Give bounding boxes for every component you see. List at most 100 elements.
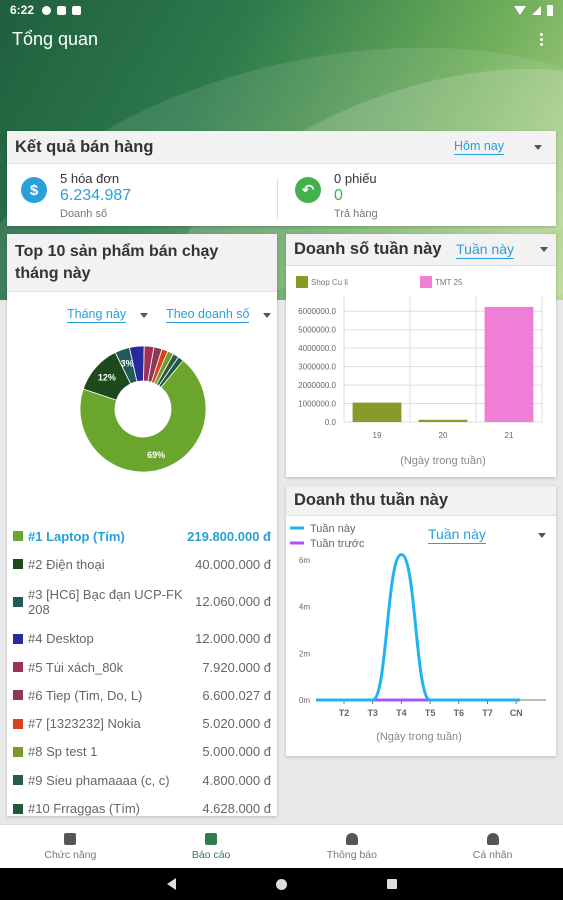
product-revenue: 12.000.000 đ bbox=[195, 631, 271, 647]
home-icon bbox=[64, 832, 77, 845]
top10-list-item[interactable]: #3 [HC6] Bạc đạn UCP-FK 208 12.060.000 đ bbox=[7, 579, 277, 625]
wifi-icon bbox=[514, 5, 526, 15]
nav-label: Báo cáo bbox=[191, 848, 231, 861]
chevron-down-icon bbox=[534, 144, 542, 150]
product-name: #2 Điện thoại bbox=[28, 556, 105, 572]
product-revenue: 5.020.000 đ bbox=[202, 716, 271, 732]
top10-list-item[interactable]: #2 Điện thoại 40.000.000 đ bbox=[7, 550, 277, 578]
top10-list-item[interactable]: #8 Sp test 1 5.000.000 đ bbox=[7, 738, 277, 766]
system-navigation-bar bbox=[0, 868, 563, 900]
top10-list-item[interactable]: #7 [1323232] Nokia 5.020.000 đ bbox=[7, 709, 277, 737]
back-icon[interactable] bbox=[166, 878, 176, 890]
weekly-revenue-period-value: Tuần này bbox=[428, 526, 486, 544]
legend-swatch bbox=[13, 775, 23, 786]
nav-person[interactable]: Cá nhân bbox=[422, 825, 563, 868]
legend-swatch bbox=[420, 276, 432, 288]
y-tick-label: 3000000.0 bbox=[298, 363, 336, 372]
chevron-down-icon bbox=[263, 312, 272, 318]
invoice-stat[interactable]: $ 5 hóa đơn 6.234.987 Doanh số bbox=[21, 171, 131, 220]
top10-metric-dropdown[interactable]: Theo doanh số bbox=[166, 307, 272, 323]
x-tick-label: 20 bbox=[439, 431, 448, 440]
sales-card-title: Kết quả bán hàng bbox=[15, 137, 154, 156]
product-name: #5 Túi xách_80k bbox=[28, 659, 124, 675]
nav-bell[interactable]: Thông báo bbox=[282, 825, 423, 868]
top10-list-item[interactable]: #6 Tiep (Tim, Do, L) 6.600.027 đ bbox=[7, 681, 277, 709]
product-name: #4 Desktop bbox=[28, 631, 94, 647]
top10-period-dropdown[interactable]: Tháng này bbox=[67, 307, 149, 323]
bar bbox=[484, 306, 534, 422]
top10-card-title: Top 10 sản phẩm bán chạy tháng này bbox=[15, 242, 219, 282]
x-axis-label: (Ngày trong tuần) bbox=[376, 731, 462, 743]
product-revenue: 5.000.000 đ bbox=[202, 744, 271, 760]
bar bbox=[418, 419, 468, 422]
y-tick-label: 6000000.0 bbox=[298, 307, 336, 316]
weekly-revenue-header: Doanh thu tuần này bbox=[286, 486, 556, 516]
page-title: Tổng quan bbox=[12, 28, 99, 49]
sales-period-dropdown[interactable]: Hôm nay bbox=[453, 139, 542, 155]
y-tick-label: 0.0 bbox=[325, 418, 337, 427]
y-tick-label: 5000000.0 bbox=[298, 326, 336, 335]
y-tick-label: 6m bbox=[299, 556, 310, 565]
bottom-navigation: Chức năng Báo cáo Thông báo Cá nhân bbox=[0, 824, 563, 868]
nav-report[interactable]: Báo cáo bbox=[141, 825, 282, 868]
return-caption: Trả hàng bbox=[334, 208, 378, 220]
nav-home[interactable]: Chức năng bbox=[0, 825, 141, 868]
storage-status-icon bbox=[72, 5, 82, 15]
sales-period-value: Hôm nay bbox=[453, 139, 504, 155]
x-axis-label: (Ngày trong tuần) bbox=[400, 455, 486, 467]
x-tick-label: 21 bbox=[505, 431, 514, 440]
weekly-revenue-title: Doanh thu tuần này bbox=[294, 491, 448, 509]
weekly-sales-period-dropdown[interactable]: Tuần này bbox=[456, 241, 548, 259]
return-stat[interactable]: ↶ 0 phiếu 0 Trả hàng bbox=[295, 171, 378, 220]
x-tick-label: T6 bbox=[454, 708, 465, 718]
top10-list-item[interactable]: #10 Frraggas (Tím) 4.628.000 đ bbox=[7, 794, 277, 822]
donut-percent-label: 3% bbox=[121, 359, 134, 369]
top10-period-value: Tháng này bbox=[67, 307, 127, 323]
legend-swatch bbox=[13, 803, 23, 814]
sales-result-card: Kết quả bán hàng Hôm nay $ 5 hóa đơn 6.2… bbox=[7, 131, 556, 226]
recent-apps-icon[interactable] bbox=[386, 879, 397, 889]
weekly-sales-header: Doanh số tuần này Tuần này bbox=[286, 234, 556, 266]
product-revenue: 12.060.000 đ bbox=[195, 594, 271, 610]
bell-icon bbox=[345, 832, 358, 845]
y-tick-label: 4000000.0 bbox=[298, 344, 336, 353]
line-series bbox=[316, 553, 520, 702]
top10-list: #1 Laptop (Tím) 219.800.000 đ #2 Điện thoạ… bbox=[7, 522, 277, 823]
weekly-sales-period-value: Tuần này bbox=[456, 240, 514, 259]
top10-list-item[interactable]: #1 Laptop (Tím) 219.800.000 đ bbox=[7, 522, 277, 550]
x-tick-label: 19 bbox=[373, 431, 382, 440]
y-tick-label: 4m bbox=[299, 603, 310, 612]
legend-swatch bbox=[13, 690, 23, 701]
weekly-revenue-period-dropdown[interactable]: Tuần này bbox=[428, 526, 546, 544]
x-tick-label: T2 bbox=[339, 708, 350, 718]
donut-percent-label: 12% bbox=[98, 372, 116, 382]
product-name: #3 [HC6] Bạc đạn UCP-FK 208 bbox=[28, 586, 183, 617]
invoice-count: 5 hóa đơn bbox=[60, 171, 120, 186]
more-options-icon[interactable] bbox=[531, 32, 551, 46]
legend-swatch bbox=[13, 718, 23, 729]
app-status-icon bbox=[57, 5, 67, 15]
app-bar: Tổng quan bbox=[0, 22, 563, 56]
top10-products-card: Top 10 sản phẩm bán chạy tháng này Tháng… bbox=[7, 234, 277, 816]
top10-list-item[interactable]: #9 Sieu phamaaaa (c, c) 4.800.000 đ bbox=[7, 766, 277, 794]
y-tick-label: 0m bbox=[299, 696, 310, 705]
person-icon bbox=[486, 832, 499, 845]
y-tick-label: 1000000.0 bbox=[298, 400, 336, 409]
weekly-revenue-card: Doanh thu tuần này Tuần này Tuần này Tuần… bbox=[286, 486, 556, 756]
top10-list-item[interactable]: #5 Túi xách_80k 7.920.000 đ bbox=[7, 653, 277, 681]
return-count: 0 phiếu bbox=[334, 171, 377, 186]
top10-list-item[interactable]: #4 Desktop 12.000.000 đ bbox=[7, 625, 277, 653]
product-revenue: 4.628.000 đ bbox=[202, 801, 271, 817]
dollar-icon: $ bbox=[21, 177, 47, 203]
chevron-down-icon bbox=[140, 312, 149, 318]
invoice-caption: Doanh số bbox=[60, 208, 108, 220]
signal-icon bbox=[532, 5, 541, 15]
legend-label: Tuần này bbox=[310, 523, 356, 535]
product-name: #1 Laptop (Tím) bbox=[28, 528, 125, 544]
legend-swatch bbox=[13, 559, 23, 570]
status-bar: 6:22 bbox=[0, 0, 563, 20]
y-tick-label: 2m bbox=[299, 649, 310, 658]
legend-swatch bbox=[296, 276, 308, 288]
home-circle-icon[interactable] bbox=[275, 878, 287, 890]
x-tick-label: T3 bbox=[367, 708, 378, 718]
